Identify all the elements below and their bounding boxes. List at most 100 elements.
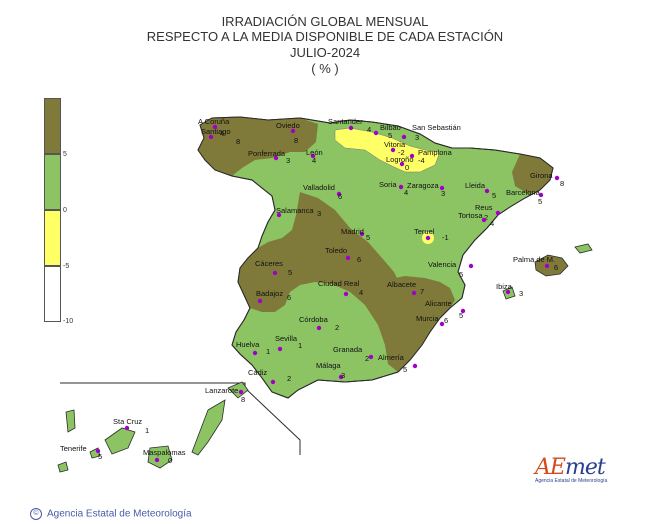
station-name: Bilbao xyxy=(380,123,401,132)
station-value: 4 xyxy=(367,125,371,134)
station-dot xyxy=(310,153,316,159)
station-marker: Vitoria-2 xyxy=(384,140,406,157)
station-name: Badajoz xyxy=(256,289,283,298)
station-dot xyxy=(290,128,296,134)
station-marker: Almería 5 xyxy=(378,353,418,374)
station-dot xyxy=(411,290,417,296)
station-value: 2 xyxy=(484,213,488,222)
station-name: Ponferrada xyxy=(248,149,286,158)
station-value: 5 xyxy=(288,268,292,277)
station-dot xyxy=(338,374,344,380)
station-name: Salamanca xyxy=(276,206,314,215)
station-dot xyxy=(336,191,342,197)
station-dot xyxy=(373,130,379,136)
station-marker: Murcia 6 xyxy=(416,314,448,327)
region-central-high xyxy=(238,192,430,372)
station-value: 6 xyxy=(554,263,558,272)
station-dot xyxy=(277,346,283,352)
station-dot xyxy=(359,231,365,237)
station-dot xyxy=(272,270,278,276)
station-marker: Santiago 8 xyxy=(201,127,240,146)
station-value: 5 xyxy=(492,191,496,200)
station-value: 3 xyxy=(286,156,290,165)
station-value: 2 xyxy=(365,354,369,363)
station-value: 6 xyxy=(338,192,342,201)
station-dot xyxy=(412,363,418,369)
station-name: Cádiz xyxy=(248,368,267,377)
station-marker: Pamplona-4 xyxy=(409,148,453,165)
station-name: Maspalomas xyxy=(143,448,186,457)
station-dot xyxy=(390,147,396,153)
aemet-logo: AEmet Agencia Estatal de Meteorología xyxy=(535,455,607,484)
station-value: 1 xyxy=(145,426,149,435)
station-name: Granada xyxy=(333,345,363,354)
station-name: Santiago xyxy=(201,127,231,136)
station-dot xyxy=(368,354,374,360)
station-value: 5 xyxy=(459,311,463,320)
station-dot xyxy=(398,184,404,190)
station-value: -2 xyxy=(398,148,405,157)
mallorca-island xyxy=(534,254,569,277)
station-value: 4 xyxy=(312,156,316,165)
footer-credit: © Agencia Estatal de Meteorología xyxy=(30,508,192,520)
legend-swatch-mid xyxy=(44,154,61,210)
station-marker: Toledo 6 xyxy=(325,246,361,264)
station-value: 5 xyxy=(403,365,407,374)
station-name: Sevilla xyxy=(275,334,298,343)
station-name: Madrid xyxy=(341,227,364,236)
station-value: 2 xyxy=(287,374,291,383)
station-value: 2 xyxy=(335,323,339,332)
station-value: 5 xyxy=(538,197,542,206)
station-marker: Badajoz 6 xyxy=(256,289,291,304)
station-name: San Sebastián xyxy=(412,123,461,132)
station-value: 4 xyxy=(220,129,224,138)
station-name: Huelva xyxy=(236,340,260,349)
region-girona-high xyxy=(512,154,553,194)
station-dot xyxy=(439,185,445,191)
region-northwest-high xyxy=(198,117,318,176)
station-marker: A Coruña 4 xyxy=(198,117,230,138)
station-name: Tenerife xyxy=(60,444,87,453)
station-name: Barcelona xyxy=(506,188,541,197)
station-name: Zaragoza xyxy=(407,181,440,190)
station-name: Sta Cruz xyxy=(113,417,142,426)
station-name: Málaga xyxy=(316,361,341,370)
station-value: 8 xyxy=(236,137,240,146)
map-title: IRRADIACIÓN GLOBAL MENSUAL xyxy=(221,14,429,29)
station-dot xyxy=(484,188,490,194)
station-marker: Huelva 1 xyxy=(236,340,270,356)
station-value: 0 xyxy=(168,456,172,465)
station-dot xyxy=(538,192,544,198)
station-marker: Soria 4 xyxy=(379,180,408,197)
station-marker: Teruel -1 xyxy=(414,227,449,242)
region-southeast-high xyxy=(385,276,455,372)
station-marker: Tortosa 4 xyxy=(458,211,494,228)
station-value: -1 xyxy=(442,233,449,242)
station-dot xyxy=(544,263,550,269)
station-dot xyxy=(345,255,351,261)
map-subtitle: RESPECTO A LA MEDIA DISPONIBLE DE CADA E… xyxy=(146,29,504,44)
station-dot xyxy=(505,289,511,295)
station-name: Vitoria xyxy=(384,140,406,149)
region-basque-low xyxy=(334,127,441,173)
el-hierro-island xyxy=(57,461,69,473)
station-name: Córdoba xyxy=(299,315,329,324)
station-dot xyxy=(212,124,218,130)
station-dot xyxy=(409,153,415,159)
station-dot xyxy=(270,379,276,385)
station-marker: Salamanca 3 xyxy=(276,206,321,218)
station-dot xyxy=(554,175,560,181)
station-dot xyxy=(439,321,445,327)
station-dot xyxy=(95,448,101,454)
station-dot xyxy=(208,134,214,140)
